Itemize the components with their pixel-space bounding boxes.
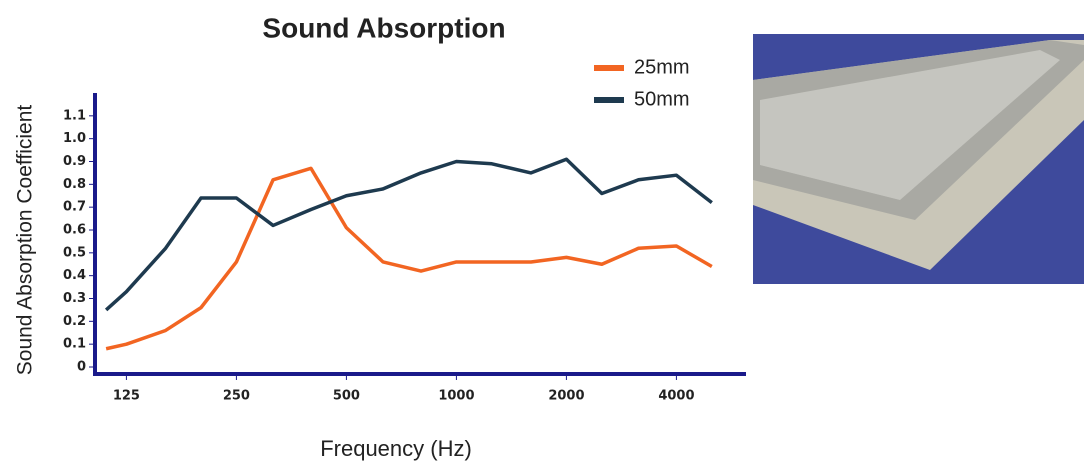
y-tick-label: 0.2 — [63, 314, 86, 329]
x-tick-label: 4000 — [658, 389, 694, 404]
legend-label: 50mm — [634, 88, 690, 110]
y-tick-label: 1.1 — [63, 108, 86, 123]
chart-title: Sound Absorption — [262, 12, 505, 43]
y-tick-label: 1.0 — [63, 131, 86, 146]
x-tick-label: 250 — [223, 389, 250, 404]
y-tick-label: 0.4 — [63, 268, 86, 283]
y-axis-label: Sound Absorption Coefficient — [14, 105, 37, 376]
y-tick-label: 0.7 — [63, 200, 86, 215]
series-line — [105, 166, 713, 351]
y-tick-label: 0.6 — [63, 223, 86, 238]
y-tick-label: 0.1 — [63, 337, 86, 352]
x-tick-label: 1000 — [438, 389, 474, 404]
y-tick-label: 0.9 — [63, 154, 86, 169]
y-tick-label: 0.3 — [63, 291, 86, 306]
plot: 0 0.1 0.2 0.3 0.4 0.5 0.6 0.7 0.8 0.9 1.0 1.1 125 250… — [63, 56, 746, 404]
y-tick-label: 0.8 — [63, 177, 86, 192]
x-tick-label: 125 — [113, 389, 140, 404]
y-tick-label: 0 — [77, 360, 86, 375]
x-axis-label: Frequency (Hz) — [320, 436, 472, 461]
x-tick-label: 500 — [333, 389, 360, 404]
product-photo — [753, 34, 1084, 284]
x-tick-label: 2000 — [548, 389, 584, 404]
series-line — [104, 157, 713, 312]
foil-sheen — [760, 50, 1060, 200]
legend-label: 25mm — [634, 56, 690, 78]
y-tick-label: 0.5 — [63, 245, 86, 260]
